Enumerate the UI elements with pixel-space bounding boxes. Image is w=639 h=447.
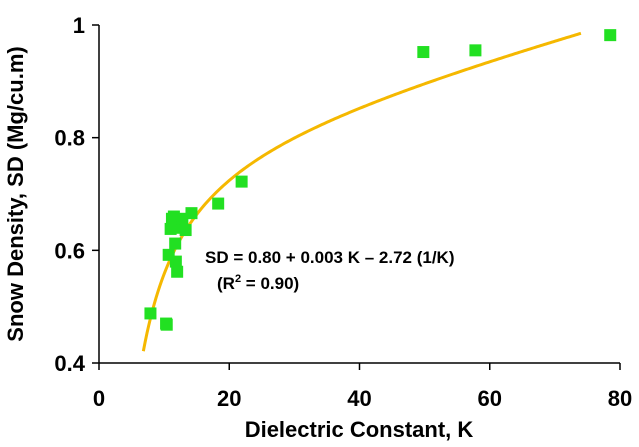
data-point: [235, 175, 248, 188]
x-axis-title: Dielectric Constant, K: [245, 417, 474, 442]
data-point: [176, 212, 189, 225]
data-point: [469, 44, 482, 57]
data-point: [417, 46, 430, 59]
r-squared-prefix: (R: [217, 274, 235, 293]
tick-labels: 0.4 0.6 0.8 1 0 20 40 60 80: [54, 13, 632, 411]
data-point: [169, 237, 182, 250]
x-tick-label: 60: [478, 386, 502, 411]
y-axis-title: Snow Density, SD (Mg/cu.m): [3, 46, 28, 341]
data-point: [212, 197, 225, 210]
fit-curve: [141, 31, 582, 352]
r-squared-exponent: 2: [235, 273, 241, 285]
x-tick-label: 0: [93, 386, 105, 411]
x-tick-label: 40: [347, 386, 371, 411]
data-point: [604, 29, 617, 42]
axes: [98, 25, 620, 364]
data-point: [185, 207, 198, 220]
data-point: [179, 224, 192, 237]
y-tick-label: 1: [73, 13, 85, 38]
x-tick-label: 20: [217, 386, 241, 411]
data-point: [144, 307, 157, 320]
y-tick-label: 0.8: [54, 126, 85, 151]
r-squared-annotation: (R2 = 0.90): [217, 273, 299, 293]
y-tick-label: 0.6: [54, 238, 85, 263]
plot-area: [141, 29, 617, 352]
data-point: [171, 265, 184, 278]
x-tick-label: 80: [608, 386, 632, 411]
data-point: [169, 255, 182, 268]
fit-equation-annotation: SD = 0.80 + 0.003 K – 2.72 (1/K): [205, 248, 454, 267]
data-point: [160, 318, 173, 331]
r-squared-suffix: = 0.90): [241, 274, 299, 293]
y-tick-label: 0.4: [54, 351, 85, 376]
ticks: [92, 24, 621, 370]
